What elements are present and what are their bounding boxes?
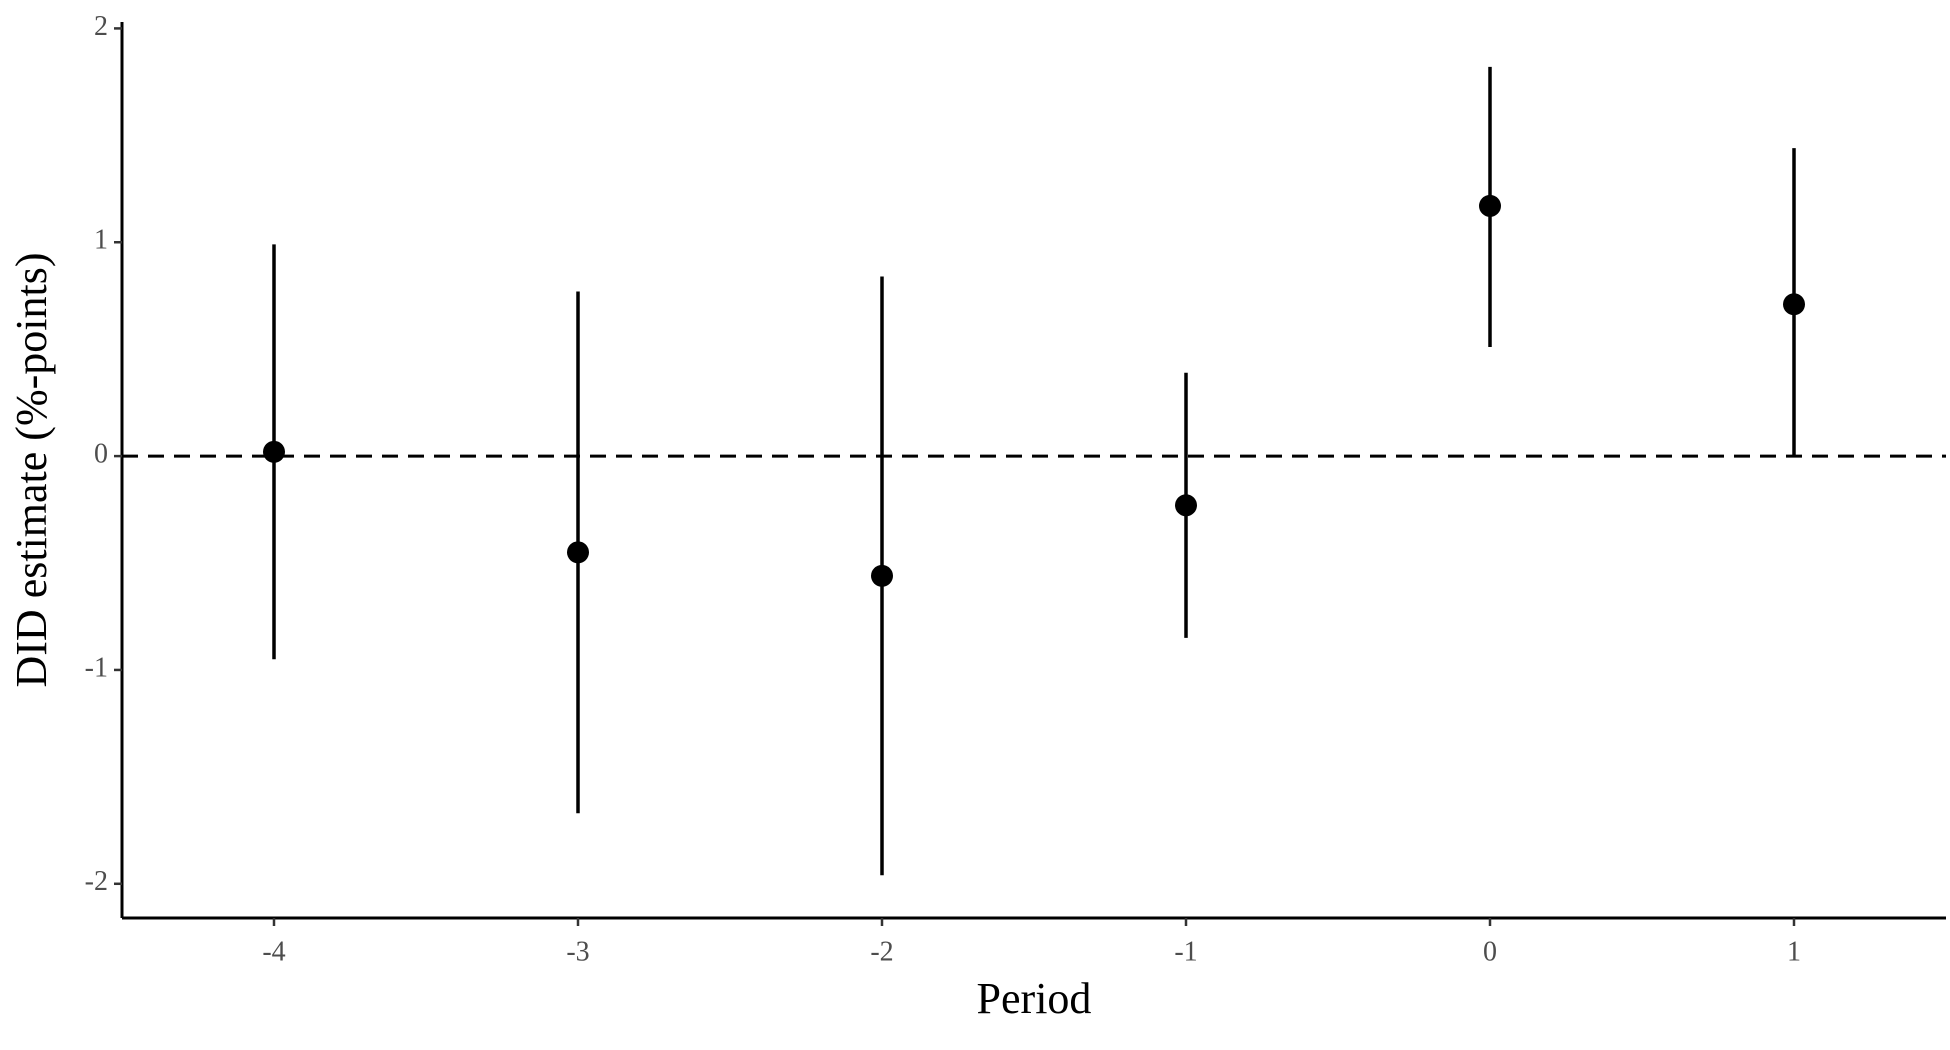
y-tick-label: -1 (85, 652, 108, 683)
y-tick-label: 1 (94, 225, 108, 256)
point (1479, 194, 1501, 217)
x-tick-label: 1 (1787, 936, 1801, 967)
x-axis-title: Period (977, 974, 1092, 1023)
y-axis-title: DID estimate (%-points) (7, 253, 56, 688)
point (871, 564, 893, 587)
y-tick-label: 2 (94, 11, 108, 42)
y-tick-label: -2 (85, 866, 108, 897)
x-tick-label: 0 (1483, 936, 1497, 967)
x-tick-label: -2 (870, 936, 893, 967)
x-tick-label: -3 (566, 936, 589, 967)
point (1783, 293, 1805, 316)
point (263, 440, 285, 463)
x-tick-label: -1 (1174, 936, 1197, 967)
point (567, 541, 589, 564)
x-tick-label: -4 (262, 936, 285, 967)
y-tick-label: 0 (94, 439, 108, 470)
point (1175, 494, 1197, 517)
